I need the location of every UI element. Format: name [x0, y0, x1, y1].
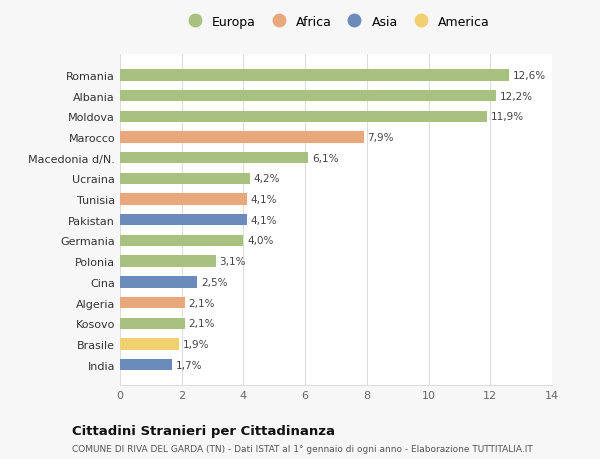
Bar — [120, 235, 244, 246]
Bar — [120, 132, 364, 143]
Bar — [120, 174, 250, 185]
Text: 6,1%: 6,1% — [312, 153, 338, 163]
Bar — [120, 339, 179, 350]
Text: 7,9%: 7,9% — [367, 133, 394, 143]
Text: 4,2%: 4,2% — [253, 174, 280, 184]
Text: 4,1%: 4,1% — [250, 215, 277, 225]
Text: 12,2%: 12,2% — [500, 91, 533, 101]
Legend: Europa, Africa, Asia, America: Europa, Africa, Asia, America — [178, 12, 494, 32]
Text: 2,5%: 2,5% — [201, 277, 227, 287]
Bar — [120, 194, 247, 205]
Bar — [120, 112, 487, 123]
Text: 12,6%: 12,6% — [512, 71, 545, 81]
Text: 1,9%: 1,9% — [182, 339, 209, 349]
Text: 1,7%: 1,7% — [176, 360, 203, 370]
Text: 11,9%: 11,9% — [491, 112, 524, 122]
Text: Cittadini Stranieri per Cittadinanza: Cittadini Stranieri per Cittadinanza — [72, 425, 335, 437]
Text: 2,1%: 2,1% — [188, 319, 215, 329]
Bar — [120, 153, 308, 164]
Bar — [120, 297, 185, 308]
Bar — [120, 256, 215, 267]
Bar — [120, 318, 185, 329]
Bar — [120, 70, 509, 81]
Text: 3,1%: 3,1% — [220, 257, 246, 267]
Bar — [120, 277, 197, 288]
Bar — [120, 91, 496, 102]
Text: 4,1%: 4,1% — [250, 195, 277, 205]
Text: 4,0%: 4,0% — [247, 236, 274, 246]
Bar — [120, 215, 247, 226]
Text: 2,1%: 2,1% — [188, 298, 215, 308]
Text: COMUNE DI RIVA DEL GARDA (TN) - Dati ISTAT al 1° gennaio di ogni anno - Elaboraz: COMUNE DI RIVA DEL GARDA (TN) - Dati IST… — [72, 444, 533, 453]
Bar — [120, 359, 172, 370]
